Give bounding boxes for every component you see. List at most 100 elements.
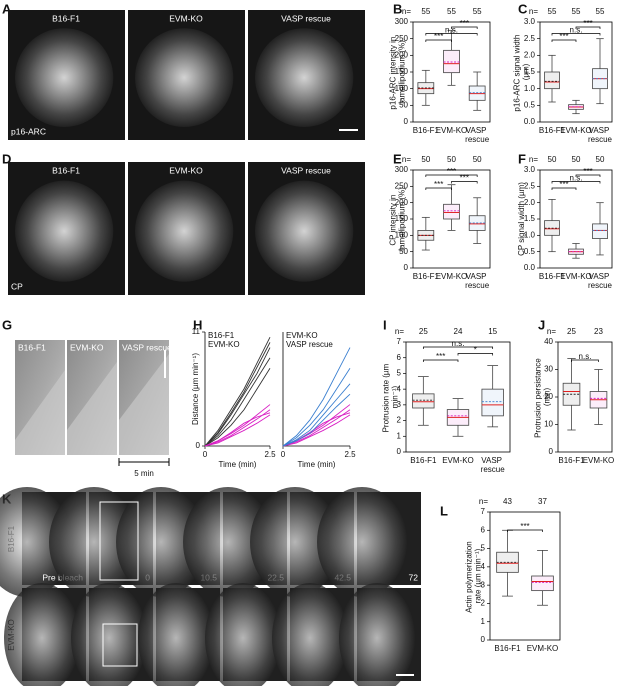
y-tick-label: 3.0 [524,17,536,26]
time-scale: 5 min [134,469,154,478]
y-tick-label: 40 [544,337,553,346]
y-tick-label: 2.5 [524,34,536,43]
y-tick-label: 5 [481,544,486,553]
box [412,393,435,409]
box [443,203,460,220]
y-tick-label: 1 [397,431,402,440]
trace [282,368,351,447]
y-tick-label: 2.0 [524,198,536,207]
x-tick-label: VASP rescue [481,456,506,474]
n-count: 55 [421,7,430,16]
y-tick-label: 3 [481,580,486,589]
marker-label: p16-ARC [11,126,46,136]
panel-letter: F [518,151,526,166]
x-tick-label: 2.5 [344,450,356,459]
sig-label: n.s. [579,352,592,361]
cell [135,180,234,282]
sig-bracket [422,346,494,349]
x-tick-label: B16-F1 [539,272,566,281]
y-tick-label: 3 [397,400,402,409]
panel-letter: L [440,503,448,518]
y-tick-label: 7 [481,507,486,516]
trace [204,357,271,447]
y-tick-label: 4 [481,562,486,571]
n-count: 55 [572,7,581,16]
n-count: 25 [567,327,576,336]
sig-bracket [451,26,478,29]
image-label: VASP rescue [281,13,331,23]
n-count: 55 [447,7,456,16]
cell [49,487,139,597]
y-axis-label: p16-ARC signal width (µm) [513,32,531,111]
cell [339,583,415,686]
cell [15,28,114,127]
cell [255,180,354,282]
x-tick-label: EVM-KO [560,272,592,281]
trace [204,368,271,447]
image-label: EVM-KO [169,165,203,175]
sig-bracket [551,39,577,42]
legend-entry: EVM-KO [286,331,318,340]
y-tick-label: 200 [395,50,409,59]
y-tick-label: 0 [404,117,409,126]
cell [317,487,407,597]
sig-bracket [425,33,478,36]
roi [99,501,139,581]
sig-label: *** [460,174,469,183]
sig-bracket [575,26,601,29]
y-tick-label: 1.5 [524,67,536,76]
sig-bracket [551,181,601,184]
x-axis-label: Time (min) [298,460,336,469]
cell [183,487,273,597]
legend-entry: B16-F1 [208,331,235,340]
y-tick-label: 50 [399,100,408,109]
legend-entry: EVM-KO [208,340,240,349]
x-axis-label: Time (min) [219,460,257,469]
n-count: 23 [594,327,603,336]
kymo-label: B16-F1 [18,342,46,352]
sig-label: *** [436,352,445,361]
sig-bracket [422,359,459,362]
panel-letter: E [393,151,402,166]
y-axis-label: Protrusion rate (µm min⁻¹) [382,362,400,433]
y-tick-label: 100 [395,84,409,93]
n-count: 25 [419,327,428,336]
y-tick-label: 1.0 [524,84,536,93]
trace [282,409,351,447]
y-tick-label: 0.5 [524,100,536,109]
y-tick-label: 0.0 [524,117,536,126]
y-tick-label: 0 [404,263,409,272]
image-label: B16-F1 [52,13,80,23]
n-count: 50 [447,155,456,164]
panel-letter: H [193,317,202,332]
y-tick-label: 0 [481,635,486,644]
n-count: 24 [454,327,463,336]
x-tick-label: EVM-KO [442,456,474,465]
y-tick-label: 2.5 [524,181,536,190]
y-tick-label: 4 [397,384,402,393]
x-tick-label: VASP rescue [465,272,490,290]
y-axis-label: CP intensity in lamellipodium (%) [389,187,407,251]
y-tick-label: 7 [397,337,402,346]
trace [282,393,351,447]
n-count: 55 [473,7,482,16]
sig-label: *** [583,167,592,176]
x-tick-label: 0 [281,450,286,459]
cell [272,583,348,686]
y-tick-label: 250 [395,181,409,190]
sig-label: n.s. [445,26,458,35]
panel-letter: D [2,151,11,166]
x-tick-label: B16-F1 [413,126,440,135]
x-tick-label: EVM-KO [527,644,559,653]
y-tick-label: 1.0 [524,230,536,239]
n-count: 50 [572,155,581,164]
n-count: 50 [548,155,557,164]
trace [282,347,351,447]
y-tick-label: 11 [192,327,201,336]
kymo-edge [119,354,169,455]
y-tick-label: 2.0 [524,50,536,59]
sig-bracket [425,187,452,190]
y-tick-label: 300 [395,165,409,174]
y-axis-label: Protrusion persistance (min) [534,356,552,438]
y-tick-label: 0 [196,441,201,450]
